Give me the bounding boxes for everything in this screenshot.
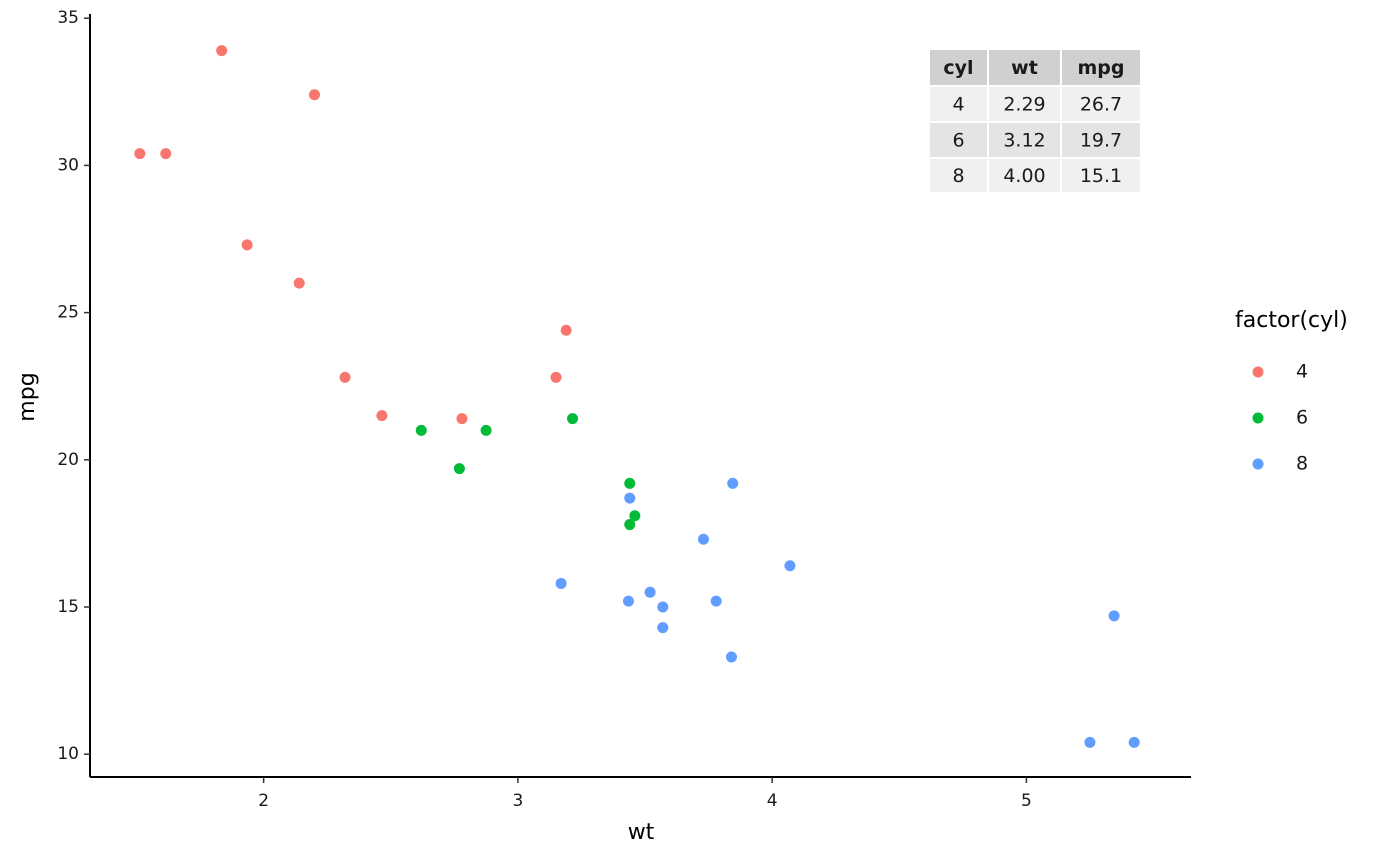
table-cell-text: 6 xyxy=(952,130,964,152)
table-header-cell xyxy=(1062,50,1140,85)
legend-label: 4 xyxy=(1296,361,1308,383)
point xyxy=(644,586,656,598)
point xyxy=(629,510,641,522)
table-cell xyxy=(989,159,1060,192)
point xyxy=(216,45,228,57)
table-header: wt xyxy=(1011,57,1038,79)
point xyxy=(657,622,669,634)
point xyxy=(624,519,636,531)
point xyxy=(550,371,562,383)
y-tick-label: 15 xyxy=(57,597,79,617)
point xyxy=(784,560,796,572)
x-tick-label: 2 xyxy=(258,791,269,811)
point xyxy=(560,324,572,336)
point xyxy=(308,89,320,101)
table-header-cell xyxy=(930,50,987,85)
point xyxy=(1084,736,1096,748)
point xyxy=(453,463,465,475)
point xyxy=(727,477,739,489)
point xyxy=(293,277,305,289)
table-cell xyxy=(930,87,987,121)
point xyxy=(134,148,146,160)
point xyxy=(697,533,709,545)
point xyxy=(415,424,427,436)
table-cell xyxy=(989,87,1060,121)
y-tick-label: 10 xyxy=(57,744,79,764)
y-tick-label: 30 xyxy=(57,155,79,175)
point xyxy=(555,577,567,589)
legend-label: 6 xyxy=(1296,407,1308,429)
table-cell xyxy=(989,123,1060,157)
point xyxy=(480,424,492,436)
point xyxy=(456,413,468,425)
legend-title: factor(cyl) xyxy=(1235,308,1348,333)
point xyxy=(725,651,737,663)
point xyxy=(624,477,636,489)
table-cell xyxy=(1062,87,1140,121)
table-header: cyl xyxy=(943,57,973,79)
point xyxy=(160,148,172,160)
table-header: mpg xyxy=(1078,57,1125,79)
point xyxy=(622,595,634,607)
table-cell xyxy=(1062,123,1140,157)
legend-marker xyxy=(1252,412,1264,424)
point xyxy=(710,595,722,607)
y-tick-label: 20 xyxy=(57,450,79,470)
point xyxy=(624,492,636,504)
point xyxy=(567,413,579,425)
x-tick-label: 5 xyxy=(1021,791,1032,811)
legend-marker xyxy=(1252,458,1264,470)
table-cell-text: 19.7 xyxy=(1080,130,1122,152)
table-cell-text: 4 xyxy=(952,94,964,116)
y-tick-label: 35 xyxy=(57,8,79,28)
table-cell-text: 26.7 xyxy=(1080,94,1122,116)
table-cell xyxy=(930,159,987,192)
legend-marker xyxy=(1252,366,1264,378)
table-cell-text: 8 xyxy=(952,165,964,187)
table-cell-text: 4.00 xyxy=(1003,165,1045,187)
table-cell-text: 2.29 xyxy=(1003,94,1045,116)
legend-label: 8 xyxy=(1296,453,1308,475)
point xyxy=(1128,736,1140,748)
table-cell-text: 3.12 xyxy=(1003,130,1045,152)
table-cell xyxy=(930,123,987,157)
x-tick-label: 3 xyxy=(512,791,523,811)
table-header-cell xyxy=(989,50,1060,85)
y-tick-label: 25 xyxy=(57,303,79,323)
table-cell xyxy=(1062,159,1140,192)
point xyxy=(1108,610,1120,622)
y-axis-title: mpg xyxy=(15,372,40,421)
point xyxy=(657,601,669,613)
x-tick-label: 4 xyxy=(767,791,778,811)
point xyxy=(339,371,351,383)
x-axis-title: wt xyxy=(628,820,655,845)
point xyxy=(376,410,388,422)
point xyxy=(241,239,253,251)
table-cell-text: 15.1 xyxy=(1080,165,1122,187)
